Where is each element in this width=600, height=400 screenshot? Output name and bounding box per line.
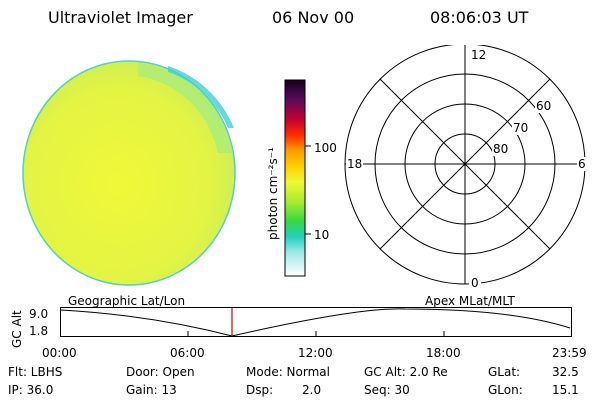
status-gc-alt: GC Alt: 2.0 Re — [364, 365, 448, 379]
status-glat-label: GLat: — [488, 365, 521, 379]
mlt-label-12: 12 — [469, 48, 489, 62]
lat-label-60: 60 — [535, 99, 553, 113]
colorbar-tick-100: 100 — [314, 141, 337, 155]
lat-label-80: 80 — [492, 142, 510, 156]
x-tick-0600: 06:00 — [170, 346, 205, 360]
disk-body — [22, 60, 236, 286]
altitude-timeline — [60, 307, 572, 337]
date-label: 06 Nov 00 — [272, 8, 355, 27]
colorbar — [284, 79, 311, 277]
status-glon-label: GLon: — [488, 383, 523, 397]
apex-mlat-title: Apex MLat/MLT — [425, 294, 515, 308]
status-glat-value: 32.5 — [552, 365, 579, 379]
colorbar-tick-10: 10 — [314, 228, 330, 242]
y-tick-9: 9.0 — [29, 307, 49, 321]
x-tick-1200: 12:00 — [298, 346, 333, 360]
altitude-curve — [60, 308, 571, 337]
status-filter: Flt: LBHS — [8, 365, 63, 379]
earth-disk-image — [22, 60, 236, 286]
status-mode: Mode: Normal — [246, 365, 330, 379]
status-gain: Gain: 13 — [126, 383, 177, 397]
gc-alt-axis-title: GC Alt — [10, 310, 24, 348]
mlt-label-0: 0 — [469, 276, 481, 290]
x-tick-0000: 00:00 — [42, 346, 77, 360]
x-tick-1800: 18:00 — [426, 346, 461, 360]
status-dsp-value: 2.0 — [302, 383, 322, 397]
colorbar-unit-label: photon cm⁻²s⁻¹ — [266, 147, 280, 240]
status-seq: Seq: 30 — [364, 383, 410, 397]
lat-label-70: 70 — [512, 121, 530, 135]
status-door: Door: Open — [126, 365, 195, 379]
mlt-label-18: 18 — [346, 157, 364, 171]
status-glon-value: 15.1 — [552, 383, 579, 397]
polar-grid — [344, 45, 586, 285]
limb-edge — [168, 66, 234, 128]
status-ip: IP: 36.0 — [8, 383, 54, 397]
y-tick-1-8: 1.8 — [29, 324, 49, 338]
status-dsp-label: Dsp: — [246, 383, 274, 397]
x-tick-2359: 23:59 — [552, 346, 587, 360]
time-label: 08:06:03 UT — [430, 8, 529, 27]
dayglow-limb — [138, 63, 233, 153]
mlt-label-6: 6 — [577, 157, 587, 171]
geo-latlon-title: Geographic Lat/Lon — [68, 294, 186, 308]
app-title: Ultraviolet Imager — [48, 8, 193, 27]
